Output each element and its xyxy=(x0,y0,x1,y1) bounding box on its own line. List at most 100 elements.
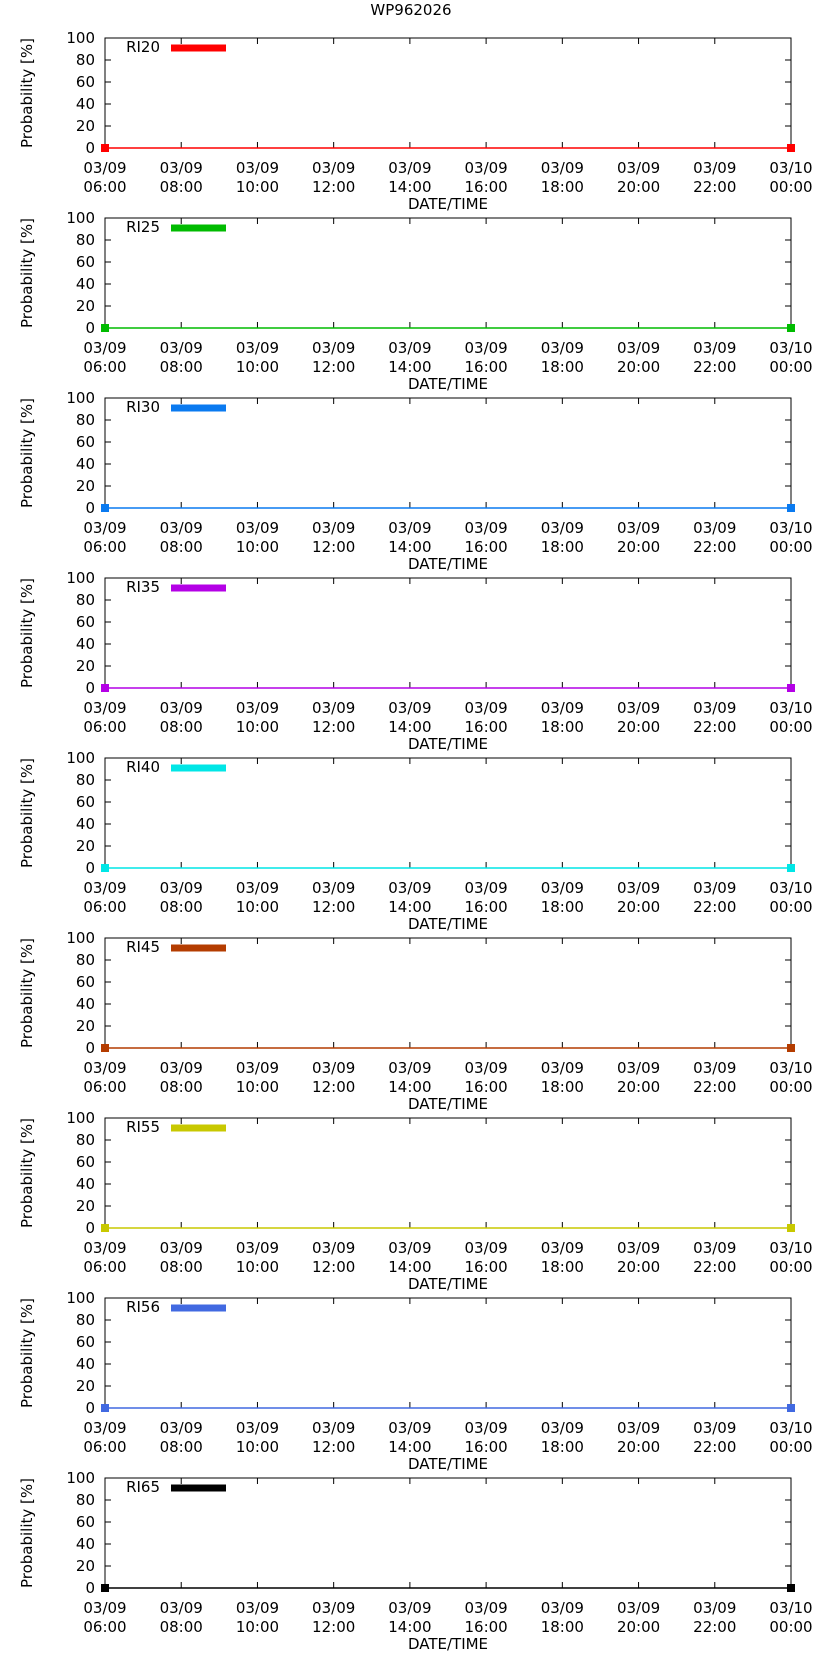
x-tick-time: 12:00 xyxy=(312,1618,355,1636)
x-tick-date: 03/10 xyxy=(769,1239,812,1257)
x-tick-date: 03/09 xyxy=(541,1599,584,1617)
panel-ri30: 02040608010003/0906:0003/0908:0003/0910:… xyxy=(18,389,813,573)
y-tick-label: 40 xyxy=(76,995,95,1013)
x-tick-date: 03/09 xyxy=(617,1599,660,1617)
x-tick-date: 03/09 xyxy=(312,879,355,897)
x-tick-time: 18:00 xyxy=(541,178,584,196)
x-tick-time: 00:00 xyxy=(769,1078,812,1096)
x-tick-date: 03/09 xyxy=(617,339,660,357)
x-tick-time: 00:00 xyxy=(769,1258,812,1276)
y-tick-label: 0 xyxy=(85,859,95,877)
x-tick-date: 03/09 xyxy=(312,339,355,357)
panel-ri55: 02040608010003/0906:0003/0908:0003/0910:… xyxy=(18,1109,813,1293)
y-tick-label: 60 xyxy=(76,253,95,271)
legend-label: RI20 xyxy=(126,38,160,56)
x-tick-time: 06:00 xyxy=(83,1258,126,1276)
x-axis-label: DATE/TIME xyxy=(408,1635,488,1653)
x-tick-time: 16:00 xyxy=(464,178,507,196)
x-tick-date: 03/09 xyxy=(388,879,431,897)
x-tick-date: 03/09 xyxy=(236,1059,279,1077)
x-tick-time: 18:00 xyxy=(541,1078,584,1096)
y-tick-label: 20 xyxy=(76,837,95,855)
x-tick-time: 18:00 xyxy=(541,538,584,556)
y-tick-label: 100 xyxy=(66,29,95,47)
x-tick-date: 03/09 xyxy=(160,1599,203,1617)
x-tick-time: 16:00 xyxy=(464,358,507,376)
y-axis-label: Probability [%] xyxy=(18,218,36,328)
x-tick-time: 00:00 xyxy=(769,178,812,196)
x-tick-date: 03/09 xyxy=(464,699,507,717)
y-tick-label: 20 xyxy=(76,657,95,675)
plot-frame xyxy=(104,1297,792,1409)
data-point-ri30 xyxy=(101,504,109,512)
y-tick-label: 60 xyxy=(76,1153,95,1171)
x-tick-time: 00:00 xyxy=(769,538,812,556)
legend-label: RI25 xyxy=(126,218,160,236)
legend-label: RI30 xyxy=(126,398,160,416)
y-tick-label: 80 xyxy=(76,1131,95,1149)
x-tick-date: 03/10 xyxy=(769,1059,812,1077)
x-tick-time: 18:00 xyxy=(541,898,584,916)
x-tick-date: 03/09 xyxy=(160,1059,203,1077)
y-tick-label: 0 xyxy=(85,1399,95,1417)
x-tick-date: 03/09 xyxy=(312,1599,355,1617)
x-tick-time: 00:00 xyxy=(769,358,812,376)
data-point-ri65 xyxy=(101,1584,109,1592)
x-tick-date: 03/10 xyxy=(769,879,812,897)
x-tick-date: 03/09 xyxy=(236,699,279,717)
x-tick-time: 12:00 xyxy=(312,1258,355,1276)
x-tick-date: 03/09 xyxy=(541,339,584,357)
x-tick-date: 03/09 xyxy=(83,159,126,177)
y-axis-label: Probability [%] xyxy=(18,1298,36,1408)
x-axis-label: DATE/TIME xyxy=(408,1095,488,1113)
x-tick-time: 10:00 xyxy=(236,178,279,196)
x-tick-date: 03/09 xyxy=(160,879,203,897)
plot-frame xyxy=(104,937,792,1049)
legend-label: RI35 xyxy=(126,578,160,596)
y-tick-label: 0 xyxy=(85,139,95,157)
x-tick-time: 10:00 xyxy=(236,1078,279,1096)
y-tick-label: 60 xyxy=(76,73,95,91)
x-tick-date: 03/09 xyxy=(236,1419,279,1437)
x-tick-time: 10:00 xyxy=(236,538,279,556)
y-tick-label: 100 xyxy=(66,1469,95,1487)
x-tick-date: 03/09 xyxy=(236,159,279,177)
x-tick-time: 20:00 xyxy=(617,718,660,736)
x-tick-date: 03/09 xyxy=(312,1239,355,1257)
x-tick-time: 14:00 xyxy=(388,718,431,736)
x-tick-date: 03/09 xyxy=(388,519,431,537)
x-tick-date: 03/10 xyxy=(769,1419,812,1437)
x-tick-time: 12:00 xyxy=(312,1438,355,1456)
x-tick-time: 14:00 xyxy=(388,538,431,556)
x-tick-time: 08:00 xyxy=(160,1618,203,1636)
plot-frame xyxy=(104,397,792,509)
x-tick-time: 14:00 xyxy=(388,1258,431,1276)
x-tick-date: 03/09 xyxy=(464,1419,507,1437)
x-tick-date: 03/09 xyxy=(464,519,507,537)
x-tick-time: 16:00 xyxy=(464,1258,507,1276)
x-axis-label: DATE/TIME xyxy=(408,735,488,753)
y-tick-label: 20 xyxy=(76,1377,95,1395)
y-axis-label: Probability [%] xyxy=(18,758,36,868)
x-tick-time: 16:00 xyxy=(464,1618,507,1636)
x-tick-date: 03/09 xyxy=(160,1419,203,1437)
y-tick-label: 80 xyxy=(76,951,95,969)
x-tick-time: 20:00 xyxy=(617,1438,660,1456)
plot-frame xyxy=(104,217,792,329)
x-tick-date: 03/09 xyxy=(388,1059,431,1077)
panel-ri25: 02040608010003/0906:0003/0908:0003/0910:… xyxy=(18,209,813,393)
y-axis-label: Probability [%] xyxy=(18,398,36,508)
x-tick-time: 10:00 xyxy=(236,358,279,376)
x-tick-time: 14:00 xyxy=(388,1078,431,1096)
plot-frame xyxy=(104,1477,792,1589)
x-tick-date: 03/09 xyxy=(693,699,736,717)
y-tick-label: 60 xyxy=(76,1513,95,1531)
x-tick-date: 03/09 xyxy=(693,519,736,537)
x-tick-time: 18:00 xyxy=(541,1258,584,1276)
data-point-ri25 xyxy=(101,324,109,332)
data-point-ri45 xyxy=(101,1044,109,1052)
x-tick-date: 03/09 xyxy=(464,879,507,897)
panel-ri20: 02040608010003/0906:0003/0908:0003/0910:… xyxy=(18,29,813,213)
y-tick-label: 80 xyxy=(76,591,95,609)
x-tick-time: 00:00 xyxy=(769,1618,812,1636)
